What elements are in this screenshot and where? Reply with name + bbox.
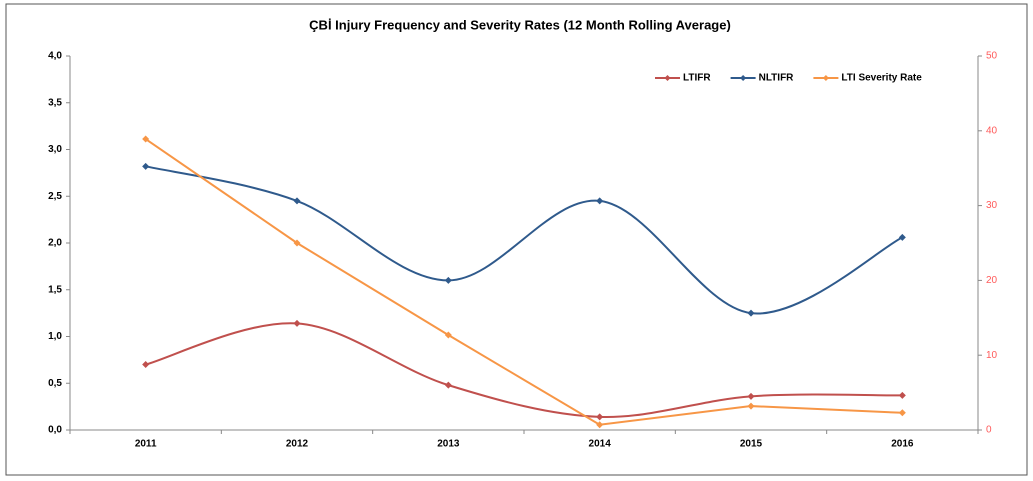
x-tick-label: 2012 <box>286 439 309 450</box>
y-tick-label: 4,0 <box>48 51 62 62</box>
y2-tick-label: 0 <box>986 425 992 436</box>
x-tick-label: 2016 <box>891 439 914 450</box>
series-line <box>145 138 903 426</box>
legend-marker <box>822 75 829 81</box>
series-line <box>145 165 903 315</box>
point-marker <box>142 162 150 170</box>
y-tick-label: 2,5 <box>48 191 62 202</box>
x-tick-label: 2015 <box>740 439 763 450</box>
y-tick-label: 3,0 <box>48 144 62 155</box>
legend-label: NLTIFR <box>759 73 795 84</box>
point-marker <box>898 233 906 241</box>
point-marker <box>142 135 150 143</box>
y2-tick-label: 20 <box>986 275 998 286</box>
point-marker <box>142 361 150 369</box>
chart-title: ÇBİ Injury Frequency and Severity Rates … <box>309 17 731 32</box>
legend-marker <box>740 75 747 81</box>
frame <box>5 3 1028 476</box>
point-marker <box>444 331 452 339</box>
point-marker <box>293 197 301 205</box>
legend-label: LTI Severity Rate <box>841 73 922 84</box>
point-marker <box>293 239 301 247</box>
legend-marker <box>664 75 671 81</box>
point-marker <box>596 413 604 421</box>
point-marker <box>898 409 906 417</box>
legend-label: LTIFR <box>683 73 711 84</box>
y-tick-label: 0,5 <box>48 378 62 389</box>
y-tick-label: 0,0 <box>48 425 62 436</box>
y-tick-label: 2,0 <box>48 238 62 249</box>
point-marker <box>444 276 452 284</box>
point-marker <box>747 402 755 410</box>
x-tick-label: 2014 <box>589 439 612 450</box>
x-tick-label: 2011 <box>135 439 157 450</box>
y-tick-label: 3,5 <box>48 97 62 108</box>
point-marker <box>444 381 452 389</box>
y2-tick-label: 10 <box>986 350 998 361</box>
y-tick-label: 1,0 <box>48 331 62 342</box>
y2-tick-label: 30 <box>986 200 998 211</box>
point-marker <box>898 391 906 399</box>
x-tick-label: 2013 <box>437 439 460 450</box>
y2-tick-label: 50 <box>986 51 998 62</box>
y-tick-label: 1,5 <box>48 284 62 295</box>
y2-tick-label: 40 <box>986 125 998 136</box>
point-marker <box>596 197 604 205</box>
point-marker <box>747 309 755 317</box>
point-marker <box>747 392 755 400</box>
series-line <box>145 322 903 418</box>
point-marker <box>293 319 301 327</box>
point-marker <box>596 421 604 429</box>
